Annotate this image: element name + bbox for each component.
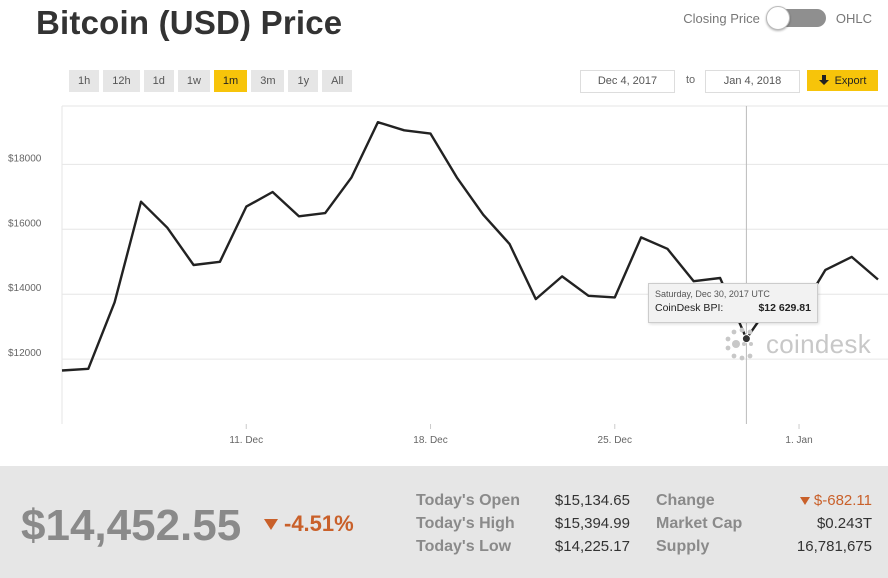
price-chart[interactable]: $12000 $14000 $16000 $18000 11. Dec 18. Dec 25… — [0, 96, 888, 456]
closing-price-label: Closing Price — [683, 10, 760, 26]
coindesk-logo-icon — [725, 327, 753, 361]
price-summary-panel: $14,452.55 -4.51% Today's Open $15,134.6… — [0, 466, 888, 578]
price-mode-toggle-group: Closing Price OHLC — [683, 6, 872, 30]
toggle-knob[interactable] — [765, 6, 790, 30]
change-value: $-682.11 — [799, 492, 872, 509]
tooltip-date: Saturday, Dec 30, 2017 UTC — [655, 289, 770, 299]
todays-low-value: $14,225.17 — [554, 538, 630, 555]
todays-low-label: Today's Low — [416, 538, 512, 555]
change-label: Change — [656, 492, 715, 509]
range-button-1d[interactable]: 1d — [143, 70, 174, 92]
range-button-1h[interactable]: 1h — [69, 70, 100, 92]
percent-change: -4.51% — [264, 511, 354, 537]
supply-label: Supply — [656, 538, 710, 555]
y-tick-label: $14000 — [8, 283, 42, 294]
range-button-1w[interactable]: 1w — [177, 70, 210, 92]
export-button[interactable]: Export — [807, 70, 878, 91]
y-tick-label: $12000 — [8, 348, 42, 359]
market-cap-label: Market Cap — [656, 515, 743, 532]
current-price: $14,452.55 — [21, 501, 242, 550]
hovered-data-point — [741, 334, 751, 344]
down-triangle-small-icon — [799, 496, 810, 505]
range-button-1y[interactable]: 1y — [288, 70, 319, 92]
x-tick-label: 1. Jan — [785, 435, 812, 446]
tooltip-value: $12 629.81 — [758, 302, 811, 314]
range-button-12h[interactable]: 12h — [103, 70, 140, 92]
y-tick-label: $18000 — [8, 153, 42, 164]
supply-value: 16,781,675 — [796, 538, 872, 555]
tooltip-label: CoinDesk BPI: — [655, 302, 724, 314]
date-range-separator: to — [686, 74, 696, 86]
page-title: Bitcoin (USD) Price — [36, 4, 343, 41]
percent-change-value: -4.51% — [284, 511, 354, 536]
range-button-3m[interactable]: 3m — [251, 70, 285, 92]
todays-open-label: Today's Open — [416, 492, 520, 509]
start-date-input[interactable]: Dec 4, 2017 — [580, 70, 675, 93]
ohlc-label: OHLC — [835, 10, 872, 26]
download-arrow-icon — [818, 75, 829, 85]
coindesk-watermark: coindesk — [724, 326, 871, 362]
watermark-text: coindesk — [766, 328, 872, 359]
range-button-All[interactable]: All — [322, 70, 353, 92]
export-label: Export — [834, 74, 867, 87]
price-mode-toggle[interactable] — [765, 6, 826, 30]
todays-high-value: $15,394.99 — [554, 515, 630, 532]
change-value-text: $-682.11 — [813, 492, 872, 509]
market-cap-value: $0.243T — [816, 515, 872, 532]
x-tick-label: 11. Dec — [229, 435, 263, 446]
todays-open-value: $15,134.65 — [554, 492, 630, 509]
time-range-selector: 1h 12h 1d 1w 1m 3m 1y All — [69, 70, 356, 92]
y-tick-label: $16000 — [8, 218, 42, 229]
range-button-1m[interactable]: 1m — [213, 70, 248, 92]
chart-tooltip: Saturday, Dec 30, 2017 UTC CoinDesk BPI:… — [648, 283, 818, 323]
down-triangle-icon — [264, 518, 278, 530]
x-tick-label: 25. Dec — [598, 435, 632, 446]
x-tick-label: 18. Dec — [413, 435, 447, 446]
end-date-input[interactable]: Jan 4, 2018 — [705, 70, 800, 93]
todays-high-label: Today's High — [416, 515, 515, 532]
